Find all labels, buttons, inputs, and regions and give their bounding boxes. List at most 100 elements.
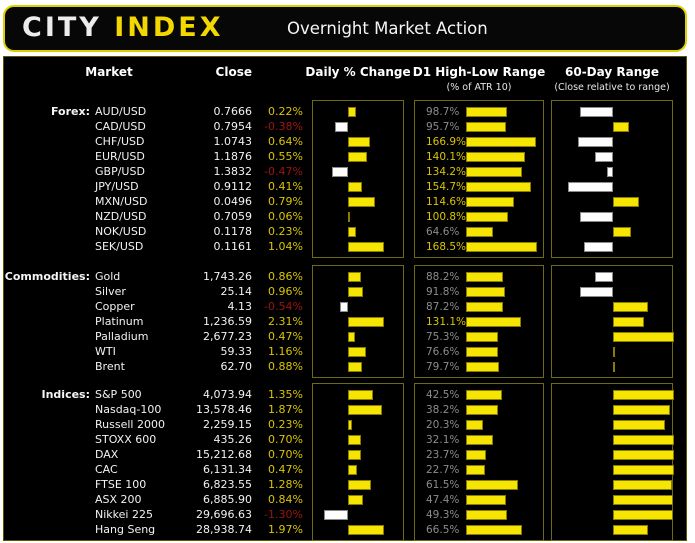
d1-range-value: 76.6% [426, 346, 460, 358]
d1-range-box-rows: 88.2% 91.8% 87.2% 131.1% 75.3% 76.6% 79.7% [415, 270, 543, 375]
market-name: Palladium [95, 330, 149, 343]
market-name: NZD/USD [95, 210, 147, 223]
daily-change-value: -0.47% [264, 165, 303, 178]
d1-bar-row: 87.2% [415, 300, 543, 315]
daily-change-box [312, 265, 404, 378]
daily-change-value: 0.86% [268, 270, 303, 283]
daily-change-value: 0.47% [268, 330, 303, 343]
table-row: Nasdaq-100 13,578.46 1.87% [4, 402, 688, 417]
close-value: 29,696.63 [196, 508, 252, 521]
close-value: 15,212.68 [196, 448, 252, 461]
close-value: 0.7954 [213, 120, 253, 133]
table-row: STOXX 600 435.26 0.70% [4, 432, 688, 447]
d1-bar-row: 131.1% [415, 315, 543, 330]
daily-bar-row [313, 315, 403, 330]
daily-change-value: 0.79% [268, 195, 303, 208]
daily-bar-row [313, 120, 403, 135]
column-header-close: Close [215, 65, 252, 79]
daily-change-bar [348, 332, 356, 342]
range60-bar-row [552, 345, 672, 360]
close-value: 4,073.94 [203, 388, 252, 401]
range60-box-rows [552, 105, 672, 255]
table-row: WTI 59.33 1.16% [4, 344, 688, 359]
d1-range-value: 91.8% [426, 286, 460, 298]
d1-bar-row: 66.5% [415, 523, 543, 538]
daily-change-value: 0.55% [268, 150, 303, 163]
logo-city-text: CITY [22, 12, 102, 43]
close-value: 0.1161 [213, 240, 253, 253]
daily-bar-row [313, 448, 403, 463]
d1-range-value: 23.7% [426, 449, 460, 461]
range60-bar-row [552, 105, 672, 120]
table-row: CAD/USD 0.7954 -0.38% [4, 119, 688, 134]
d1-range-box-rows: 98.7% 95.7% 166.9% 140.1% 134.2% 154.7% 114.6%… [415, 105, 543, 255]
daily-change-bar [339, 302, 348, 312]
close-value: 6,823.55 [203, 478, 252, 491]
d1-range-value: 98.7% [426, 106, 460, 118]
d1-bar-row: 42.5% [415, 388, 543, 403]
daily-change-bar [348, 272, 362, 282]
daily-change-box [312, 100, 404, 258]
d1-range-bar [466, 332, 498, 342]
range60-bar-row [552, 285, 672, 300]
daily-change-box-rows [313, 388, 403, 538]
daily-change-value: -1.30% [264, 508, 303, 521]
d1-bar-row: 61.5% [415, 478, 543, 493]
range60-bar [594, 152, 613, 162]
daily-change-value: 0.23% [268, 418, 303, 431]
market-name: Platinum [95, 315, 144, 328]
d1-bar-row: 134.2% [415, 165, 543, 180]
d1-range-bar [466, 107, 508, 117]
range60-bar-row [552, 270, 672, 285]
d1-range-value: 131.1% [426, 316, 467, 328]
table-row: GBP/USD 1.3832 -0.47% [4, 164, 688, 179]
daily-change-bar [348, 287, 363, 297]
section-commodities: 88.2% 91.8% 87.2% 131.1% 75.3% 76.6% 79.7% Comm… [4, 265, 688, 378]
daily-change-bar [348, 465, 357, 475]
market-name: Russell 2000 [95, 418, 165, 431]
daily-change-bar [348, 137, 371, 147]
d1-range-box: 42.5% 38.2% 20.3% 32.1% 23.7% 22.7% 61.5% 47.4%… [414, 383, 544, 541]
range60-bar [613, 495, 673, 505]
market-name: EUR/USD [95, 150, 145, 163]
range60-bar-row [552, 478, 672, 493]
table-row: Russell 2000 2,259.15 0.23% [4, 417, 688, 432]
daily-bar-row [313, 105, 403, 120]
daily-bar-row [313, 180, 403, 195]
daily-change-box-rows [313, 105, 403, 255]
daily-bar-row [313, 270, 403, 285]
daily-change-bar [348, 227, 356, 237]
range60-bar [613, 347, 616, 357]
daily-bar-row [313, 195, 403, 210]
range60-bar [577, 137, 613, 147]
daily-bar-row [313, 418, 403, 433]
range60-bar [567, 182, 613, 192]
range60-bar [613, 362, 616, 372]
daily-change-bar [348, 435, 361, 445]
range60-bar-row [552, 195, 672, 210]
d1-range-value: 79.7% [426, 361, 460, 373]
d1-range-bar [466, 242, 537, 252]
range60-box-rows [552, 270, 674, 375]
d1-bar-row: 114.6% [415, 195, 543, 210]
d1-range-bar [466, 167, 523, 177]
d1-range-bar [466, 122, 507, 132]
daily-change-bar [348, 525, 384, 535]
d1-range-value: 100.8% [426, 211, 467, 223]
d1-range-bar [466, 435, 493, 445]
d1-range-bar [466, 302, 503, 312]
d1-bar-row: 154.7% [415, 180, 543, 195]
close-value: 2,677.23 [203, 330, 252, 343]
d1-bar-row: 32.1% [415, 433, 543, 448]
daily-change-value: 0.96% [268, 285, 303, 298]
section-label: Commodities: [4, 270, 90, 283]
table-row: NZD/USD 0.7059 0.06% [4, 209, 688, 224]
range60-bar-row [552, 315, 672, 330]
page-title: Overnight Market Action [287, 19, 488, 38]
market-name: MXN/USD [95, 195, 148, 208]
daily-change-value: 0.70% [268, 433, 303, 446]
d1-range-box-rows: 42.5% 38.2% 20.3% 32.1% 23.7% 22.7% 61.5% 47.4%… [415, 388, 543, 538]
column-header-daily-change: Daily % Change [305, 65, 411, 79]
daily-change-value: 0.84% [268, 493, 303, 506]
daily-bar-row [313, 210, 403, 225]
